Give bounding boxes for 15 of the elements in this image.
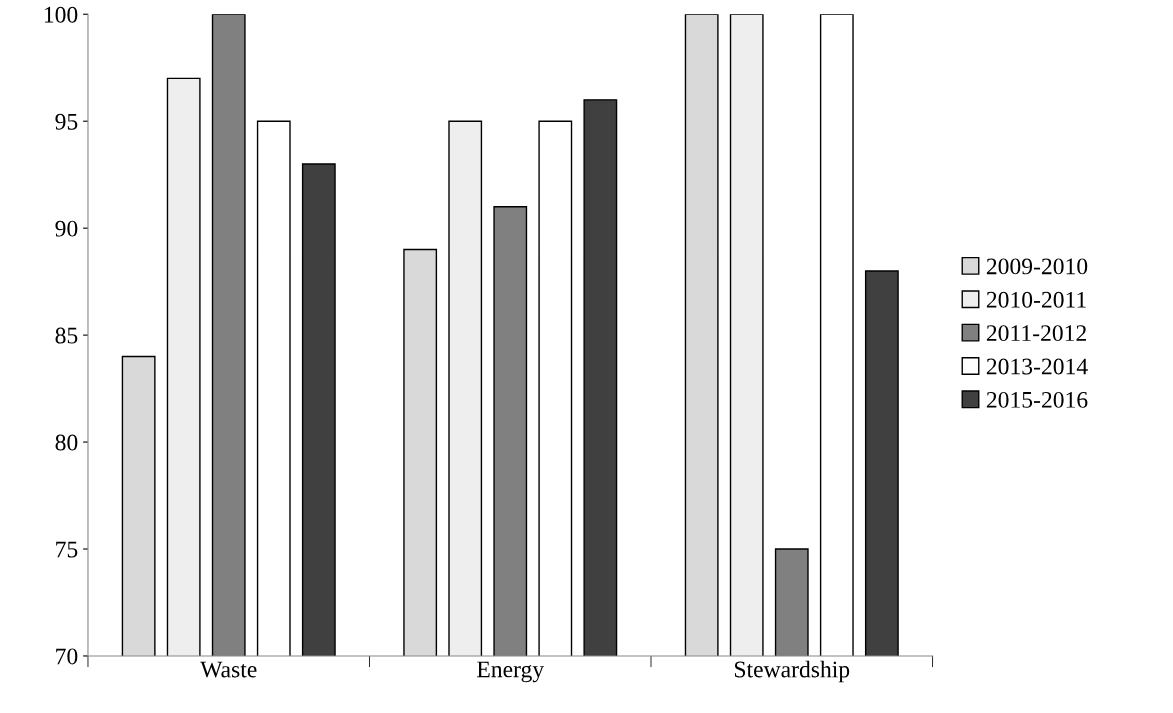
y-tick-label: 75 xyxy=(56,541,78,558)
y-tick-label: 95 xyxy=(55,113,78,130)
x-tick-label: Waste xyxy=(200,661,257,678)
y-tick-label: 80 xyxy=(55,434,78,451)
legend-label: 2011-2012 xyxy=(986,325,1086,342)
legend-label: 2015-2016 xyxy=(986,391,1088,408)
legend-label: 2013-2014 xyxy=(986,358,1088,375)
y-tick-label: 70 xyxy=(56,648,78,665)
legend-label: 2010-2011 xyxy=(986,291,1086,308)
y-tick-label: 90 xyxy=(55,220,78,237)
legend-label: 2009-2010 xyxy=(986,258,1088,275)
x-tick-label: Stewardship xyxy=(734,660,850,683)
y-tick-label: 100 xyxy=(44,6,78,23)
x-tick-label: Energy xyxy=(477,661,545,683)
y-tick-label: 85 xyxy=(55,327,78,344)
